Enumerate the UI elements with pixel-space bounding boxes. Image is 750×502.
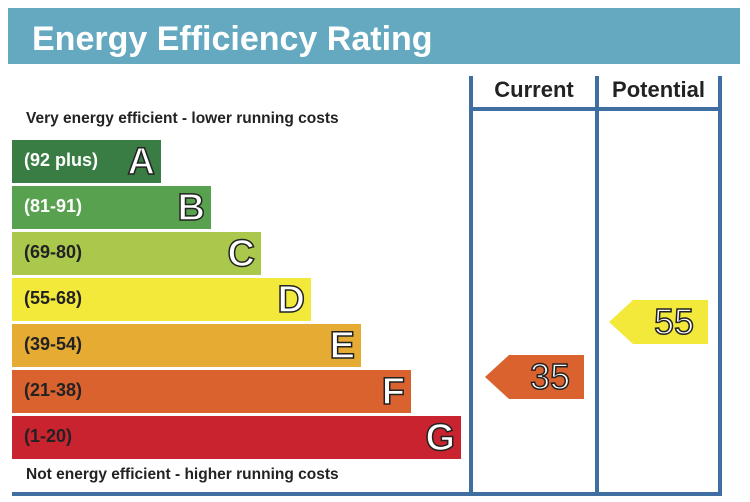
top-note: Very energy efficient - lower running co… <box>26 110 339 127</box>
band-range-label: (81-91) <box>24 196 83 216</box>
chart-title: Energy Efficiency Rating <box>32 20 433 58</box>
column-divider <box>718 76 722 496</box>
band-letter: F <box>381 370 406 414</box>
bottom-note: Not energy efficient - higher running co… <box>26 466 339 483</box>
band-letter: A <box>127 140 156 184</box>
band-bar-d: (55-68) D <box>12 278 311 322</box>
band-letter: E <box>329 324 356 368</box>
band-bar-c: (69-80) C <box>12 232 261 276</box>
current-rating-arrow: 35 <box>485 355 584 399</box>
band-range-label: (69-80) <box>24 242 83 262</box>
band-range-label: (55-68) <box>24 288 83 308</box>
potential-rating-value: 55 <box>653 301 695 343</box>
band-bar-g: (1-20) G <box>12 416 461 460</box>
current-rating-value: 35 <box>529 356 571 398</box>
header-divider <box>469 107 722 111</box>
band-range-label: (39-54) <box>24 334 83 354</box>
band-bar-a: (92 plus) A <box>12 140 161 184</box>
band-range-label: (92 plus) <box>24 150 99 170</box>
column-divider <box>469 76 473 496</box>
column-header-current: Current <box>494 77 574 102</box>
column-divider <box>595 76 599 496</box>
band-range-label: (21-38) <box>24 380 83 400</box>
band-letter: B <box>177 186 206 230</box>
title-bar: Energy Efficiency Rating <box>8 8 740 64</box>
column-header-potential: Potential <box>612 77 705 102</box>
band-letter: G <box>425 416 456 460</box>
potential-rating-arrow: 55 <box>609 300 708 344</box>
band-bar-e: (39-54) E <box>12 324 361 368</box>
bottom-border <box>12 492 722 496</box>
band-letter: D <box>277 278 306 322</box>
band-bar-b: (81-91) B <box>12 186 211 230</box>
band-range-label: (1-20) <box>24 426 73 446</box>
band-bar-f: (21-38) F <box>12 370 411 414</box>
band-letter: C <box>227 232 256 276</box>
